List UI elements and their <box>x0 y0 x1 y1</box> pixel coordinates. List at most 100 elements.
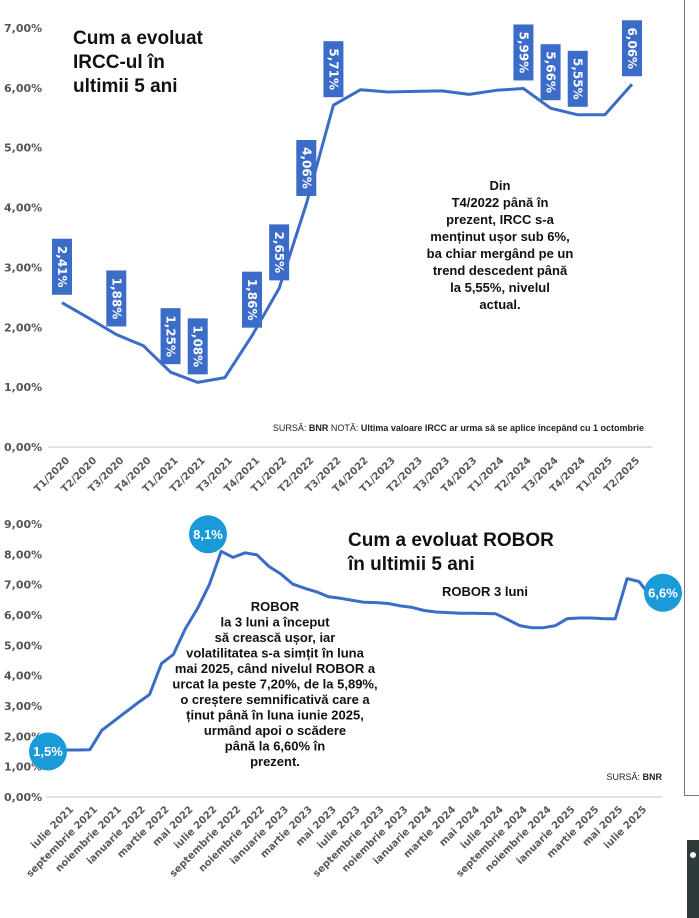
robor-annotation-line: până la 6,60% în <box>225 739 325 754</box>
robor-y-tick: 5,00% <box>4 639 42 652</box>
ircc-y-tick: 6,00% <box>4 82 42 95</box>
ircc-data-label: 5,71% <box>323 41 344 98</box>
ircc-y-tick: 3,00% <box>4 261 42 274</box>
robor-title-line-1: Cum a evoluat ROBOR <box>348 530 554 551</box>
ircc-data-label-text: 5,71% <box>326 48 340 90</box>
ircc-data-label-text: 1,08% <box>191 326 205 368</box>
ircc-data-label: 1,86% <box>242 271 262 328</box>
robor-bubble-text: 1,5% <box>33 744 63 759</box>
robor-annotation-line: mai 2025, când nivelul ROBOR a <box>175 661 376 676</box>
robor-annotation-line: urmând apoi o scădere <box>204 723 346 738</box>
robor-annotation-line: urcat la peste 7,20%, de la 5,89%, <box>172 677 377 692</box>
robor-annotation-line: ROBOR <box>251 599 300 614</box>
robor-chart: 0,00% 1,00% 2,00% 3,00% 4,00% 5,00% 6,00% 7,00%… <box>4 515 682 880</box>
ircc-data-label-text: 2,65% <box>272 232 286 274</box>
side-dot-icon <box>690 852 696 858</box>
ircc-data-label: 2,41% <box>52 238 72 295</box>
ircc-title-line-1: Cum a evoluat <box>73 28 204 49</box>
ircc-annotation-line: T4/2022 până în <box>452 195 549 210</box>
ircc-data-label-box <box>622 20 642 77</box>
robor-annotation-line: la 3 luni a început <box>220 615 330 630</box>
robor-title-line-2: în ultimii 5 ani <box>347 554 475 575</box>
ircc-annotation-line: la 5,55%, nivelul <box>450 280 550 295</box>
ircc-source-prefix: SURSĂ: <box>273 423 309 433</box>
ircc-data-label-box <box>296 139 317 196</box>
ircc-y-tick: 5,00% <box>4 142 42 155</box>
robor-subtitle: ROBOR 3 luni <box>442 584 528 599</box>
ircc-source-note: SURSĂ: BNR NOTĂ: Ultima valoare IRCC ar … <box>273 423 644 433</box>
ircc-data-label: 2,65% <box>269 224 290 281</box>
ircc-note-prefix: NOTĂ: <box>328 423 361 433</box>
ircc-data-label-box <box>323 41 344 98</box>
ircc-data-label: 5,55% <box>567 50 588 107</box>
ircc-data-label-text: 2,41% <box>55 246 69 288</box>
robor-source-prefix: SURSĂ: <box>606 772 642 782</box>
robor-y-tick: 4,00% <box>4 670 42 683</box>
ircc-data-label-text: 1,88% <box>109 278 123 320</box>
robor-y-tick: 6,00% <box>4 609 42 622</box>
robor-annotation-line: prezent. <box>250 754 300 769</box>
ircc-y-tick: 1,00% <box>4 381 42 394</box>
ircc-annotation: Din T4/2022 până în prezent, IRCC s-a menți… <box>427 178 574 312</box>
robor-y-tick: 1,00% <box>4 761 42 774</box>
ircc-data-label-text: 4,06% <box>299 147 313 189</box>
ircc-data-label-box <box>106 270 127 327</box>
ircc-title-line-3: ultimii 5 ani <box>73 76 178 97</box>
robor-bubble-circle <box>644 573 682 612</box>
ircc-data-label: 1,88% <box>106 270 127 327</box>
ircc-data-label: 5,99% <box>513 24 534 81</box>
robor-source-name: BNR <box>643 772 663 782</box>
ircc-data-label-box <box>269 224 290 281</box>
ircc-series-line <box>61 83 634 384</box>
ircc-data-label-box <box>540 44 561 101</box>
ircc-note-text: Ultima valoare IRCC ar urma să se aplice… <box>361 423 644 433</box>
ircc-data-label-box <box>187 318 208 375</box>
robor-value-bubble: 6,6% <box>644 573 682 612</box>
robor-y-tick: 3,00% <box>4 700 42 713</box>
ircc-data-label-box <box>242 271 262 328</box>
robor-bubble-circle <box>189 515 227 554</box>
robor-value-bubble: 1,5% <box>29 732 67 771</box>
ircc-data-label: 6,06% <box>622 20 642 77</box>
ircc-y-tick: 7,00% <box>4 22 42 35</box>
ircc-annotation-line: prezent, IRCC s-a <box>446 212 554 227</box>
ircc-y-tick: 2,00% <box>4 321 42 334</box>
ircc-title-line-2: IRCC-ul în <box>73 52 165 73</box>
robor-annotation-line: ținut până în luna iunie 2025, <box>186 708 364 723</box>
ircc-y-tick: 4,00% <box>4 202 42 215</box>
ircc-data-label-text: 1,86% <box>245 279 259 321</box>
robor-annotation-line: o creștere semnificativă care a <box>180 692 370 707</box>
robor-bubble-text: 6,6% <box>648 585 678 600</box>
ircc-annotation-line: actual. <box>479 297 520 312</box>
ircc-data-label-text: 1,25% <box>164 315 178 357</box>
ircc-annotation-line: ba chiar mergând pe un <box>427 246 574 261</box>
robor-series-line <box>66 549 653 752</box>
side-frame-line <box>684 0 685 796</box>
robor-y-tick: 7,00% <box>4 579 42 592</box>
robor-annotation-line: volatilitatea s-a simțit în luna <box>186 646 364 661</box>
ircc-data-label-box <box>567 50 588 107</box>
ircc-source-name: BNR <box>309 423 329 433</box>
ircc-data-label-text: 5,66% <box>544 51 558 93</box>
robor-bubble-text: 8,1% <box>193 527 223 542</box>
ircc-annotation-line: trend descedent până <box>433 263 568 278</box>
robor-value-bubble: 8,1% <box>189 515 227 554</box>
side-dark-panel <box>687 840 699 918</box>
robor-y-tick: 0,00% <box>4 791 42 804</box>
ircc-y-tick: 0,00% <box>4 441 42 454</box>
robor-bubble-circle <box>29 732 67 771</box>
ircc-data-label-text: 5,55% <box>571 58 585 100</box>
ircc-data-label: 5,66% <box>540 44 561 101</box>
ircc-data-label: 1,25% <box>160 308 181 365</box>
ircc-chart: 0,00% 1,00% 2,00% 3,00% 4,00% 5,00% 6,00% 7,00%… <box>4 20 652 495</box>
ircc-annotation-line: menținut ușor sub 6%, <box>430 229 569 244</box>
robor-annotation-line: să crească ușor, iar <box>215 630 336 645</box>
ircc-annotation-line: Din <box>490 178 511 193</box>
ircc-data-label-text: 5,99% <box>516 32 530 74</box>
robor-y-tick: 2,00% <box>4 730 42 743</box>
robor-y-tick: 8,00% <box>4 548 42 561</box>
side-frame-bottom <box>684 795 699 796</box>
ircc-data-label-box <box>52 238 72 295</box>
